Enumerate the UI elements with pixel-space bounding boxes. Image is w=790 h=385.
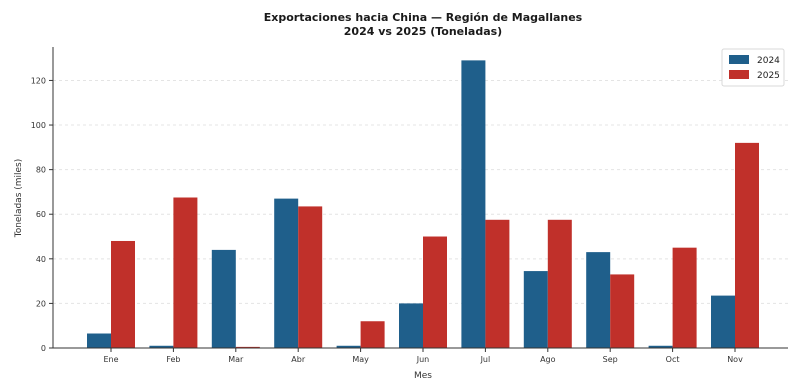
bar-2024-ago — [523, 271, 548, 348]
x-tick-label-ene: Ene — [103, 355, 118, 364]
bar-2025-jul — [485, 219, 510, 348]
bars — [87, 60, 759, 348]
y-tick-label: 100 — [31, 121, 46, 130]
bar-2025-feb — [173, 197, 198, 348]
x-tick-label-oct: Oct — [666, 355, 680, 364]
bar-2025-sep — [610, 274, 635, 348]
y-axis-ticks: 0 20 40 60 80 100 120 — [31, 76, 53, 353]
legend-label-2025: 2025 — [757, 71, 780, 81]
x-axis-ticks: Ene Feb Mar Abr May Jun Jul Ago Sep Oct Nov — [103, 348, 743, 364]
bar-2024-ene — [87, 333, 111, 348]
chart-title: Exportaciones hacia China — Región de Ma… — [264, 11, 583, 24]
x-tick-label-nov: Nov — [727, 355, 743, 364]
x-tick-label-jul: Jul — [480, 355, 491, 364]
bar-2025-nov — [735, 142, 759, 348]
y-tick-label: 0 — [41, 344, 46, 353]
bar-2025-jun — [423, 236, 447, 348]
y-axis-label: Toneladas (miles) — [14, 159, 24, 239]
bar-2024-feb — [149, 345, 174, 348]
x-tick-label-ago: Ago — [540, 355, 556, 364]
bar-2025-may — [360, 321, 385, 348]
bar-2024-oct — [648, 345, 673, 348]
bar-2024-may — [336, 345, 361, 348]
y-tick-label: 20 — [36, 299, 46, 308]
x-axis-label: Mes — [414, 371, 432, 381]
chart-subtitle: 2024 vs 2025 (Toneladas) — [344, 25, 502, 38]
y-tick-label: 40 — [36, 255, 46, 264]
x-tick-label-feb: Feb — [166, 355, 180, 364]
x-tick-label-sep: Sep — [603, 355, 618, 364]
x-tick-label-abr: Abr — [291, 355, 306, 364]
y-tick-label: 80 — [36, 166, 46, 175]
x-tick-label-mar: Mar — [228, 355, 244, 364]
bar-2024-mar — [211, 249, 236, 348]
legend: 2024 2025 — [721, 48, 785, 87]
bar-2025-oct — [672, 247, 697, 348]
bar-2025-ago — [547, 219, 572, 348]
legend-swatch-2024 — [729, 55, 749, 64]
legend-label-2024: 2024 — [757, 56, 780, 66]
bar-2025-abr — [298, 206, 323, 348]
bar-2024-nov — [711, 295, 735, 348]
bar-2025-mar — [235, 346, 260, 348]
x-tick-label-jun: Jun — [416, 355, 430, 364]
y-tick-label: 120 — [31, 76, 46, 85]
x-tick-label-may: May — [352, 355, 369, 364]
bar-2024-jun — [399, 303, 423, 348]
bar-2024-abr — [274, 198, 299, 348]
bar-2024-jul — [461, 60, 486, 348]
y-tick-label: 60 — [36, 210, 46, 219]
legend-swatch-2025 — [729, 70, 749, 79]
bar-2024-sep — [586, 252, 611, 348]
bar-2025-ene — [111, 240, 135, 348]
